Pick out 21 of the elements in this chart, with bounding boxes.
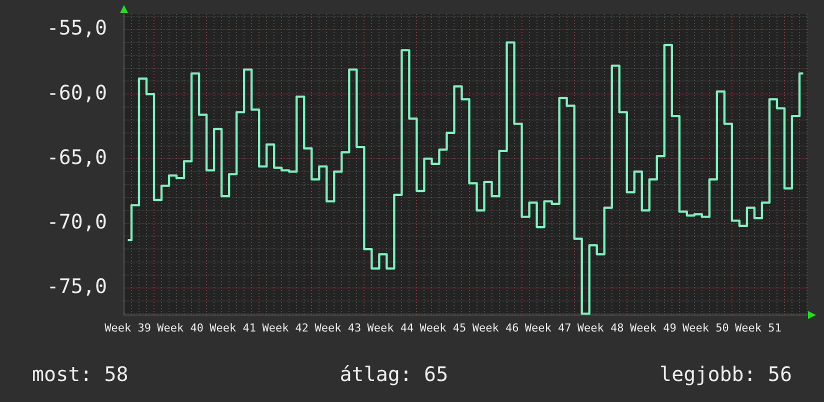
text: legjobb: 56 bbox=[660, 361, 792, 387]
x-tick-label: Week 45 bbox=[420, 321, 466, 334]
y-tick-label: -60,0 bbox=[46, 80, 107, 104]
x-tick-label: Week 49 bbox=[630, 321, 676, 334]
y-tick-label: -65,0 bbox=[46, 144, 107, 169]
text: átlag: 65 bbox=[340, 361, 448, 387]
x-tick-label: Week 42 bbox=[262, 321, 309, 334]
x-tick-label: Week 39 bbox=[104, 321, 151, 334]
x-tick-label: Week 51 bbox=[735, 321, 782, 334]
x-tick-label: Week 47 bbox=[524, 321, 572, 334]
x-tick-label: Week 41 bbox=[210, 321, 256, 334]
x-tick-label: Week 43 bbox=[314, 321, 362, 334]
x-tick-label: Week 46 bbox=[472, 321, 519, 334]
text: most: 58 bbox=[32, 361, 128, 387]
x-tick-label: Week 40 bbox=[157, 321, 204, 334]
y-tick-label: -70,0 bbox=[46, 209, 107, 234]
x-tick-label: Week 48 bbox=[577, 321, 624, 334]
y-tick-label: -55,0 bbox=[46, 16, 107, 40]
y-tick-label: -75,0 bbox=[46, 274, 107, 298]
x-tick-label: Week 44 bbox=[367, 321, 414, 334]
x-tick-label: Week 50 bbox=[682, 321, 729, 334]
